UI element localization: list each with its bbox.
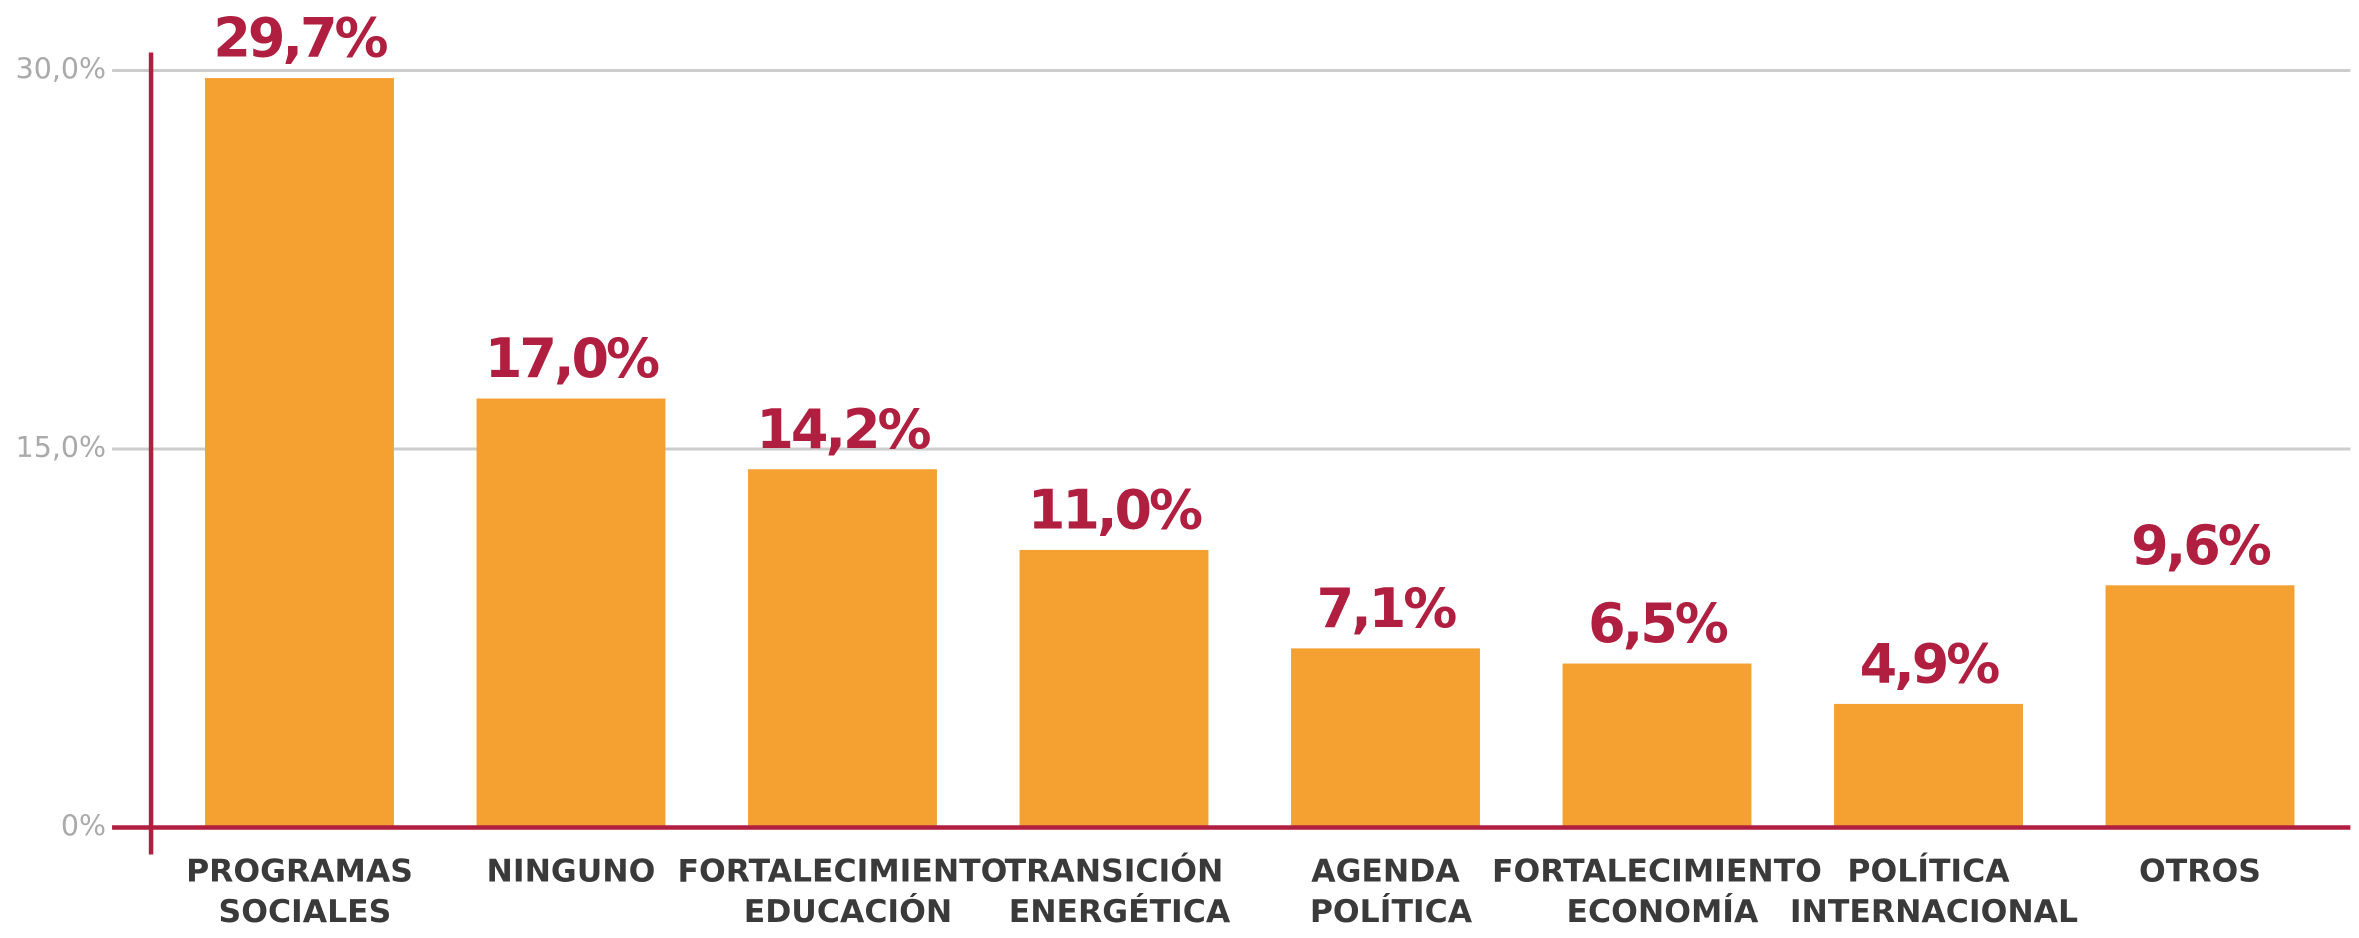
y-tick-label: 0% [61, 810, 106, 843]
value-label: 17,0% [485, 327, 659, 390]
value-label: 11,0% [1028, 479, 1202, 542]
bar [748, 469, 937, 828]
x-tick-label: POLÍTICA INTERNACIONAL [1779, 852, 2078, 930]
value-label: 4,9% [1860, 633, 2000, 696]
bar [205, 78, 394, 828]
y-tick-label: 30,0% [16, 52, 106, 85]
bar [2105, 585, 2295, 828]
x-tick-label: AGENDA POLÍTICA [1299, 854, 1473, 930]
x-tick-label: PROGRAMAS SOCIALES [186, 854, 413, 930]
bar [1019, 549, 1209, 828]
y-tick-label: 15,0% [16, 431, 106, 464]
x-tick-label: FORTALECIMIENTO EDUCACIÓN [678, 854, 1008, 930]
value-label: 14,2% [756, 398, 930, 461]
bar [476, 398, 666, 828]
x-tick-label: FORTALECIMIENTO ECONOMÍA [1492, 854, 1822, 930]
x-tick-label: OTROS [2139, 854, 2261, 890]
bar [1834, 703, 2023, 828]
x-tick-label: TRANSICIÓN ENERGÉTICA [998, 851, 1231, 930]
value-label: 7,1% [1317, 577, 1457, 640]
x-tick-label: NINGUNO [487, 854, 656, 890]
bar [1291, 648, 1480, 828]
value-label: 29,7% [213, 7, 387, 70]
bar [1562, 663, 1752, 828]
value-label: 6,5% [1588, 592, 1728, 655]
value-label: 9,6% [2131, 514, 2271, 577]
